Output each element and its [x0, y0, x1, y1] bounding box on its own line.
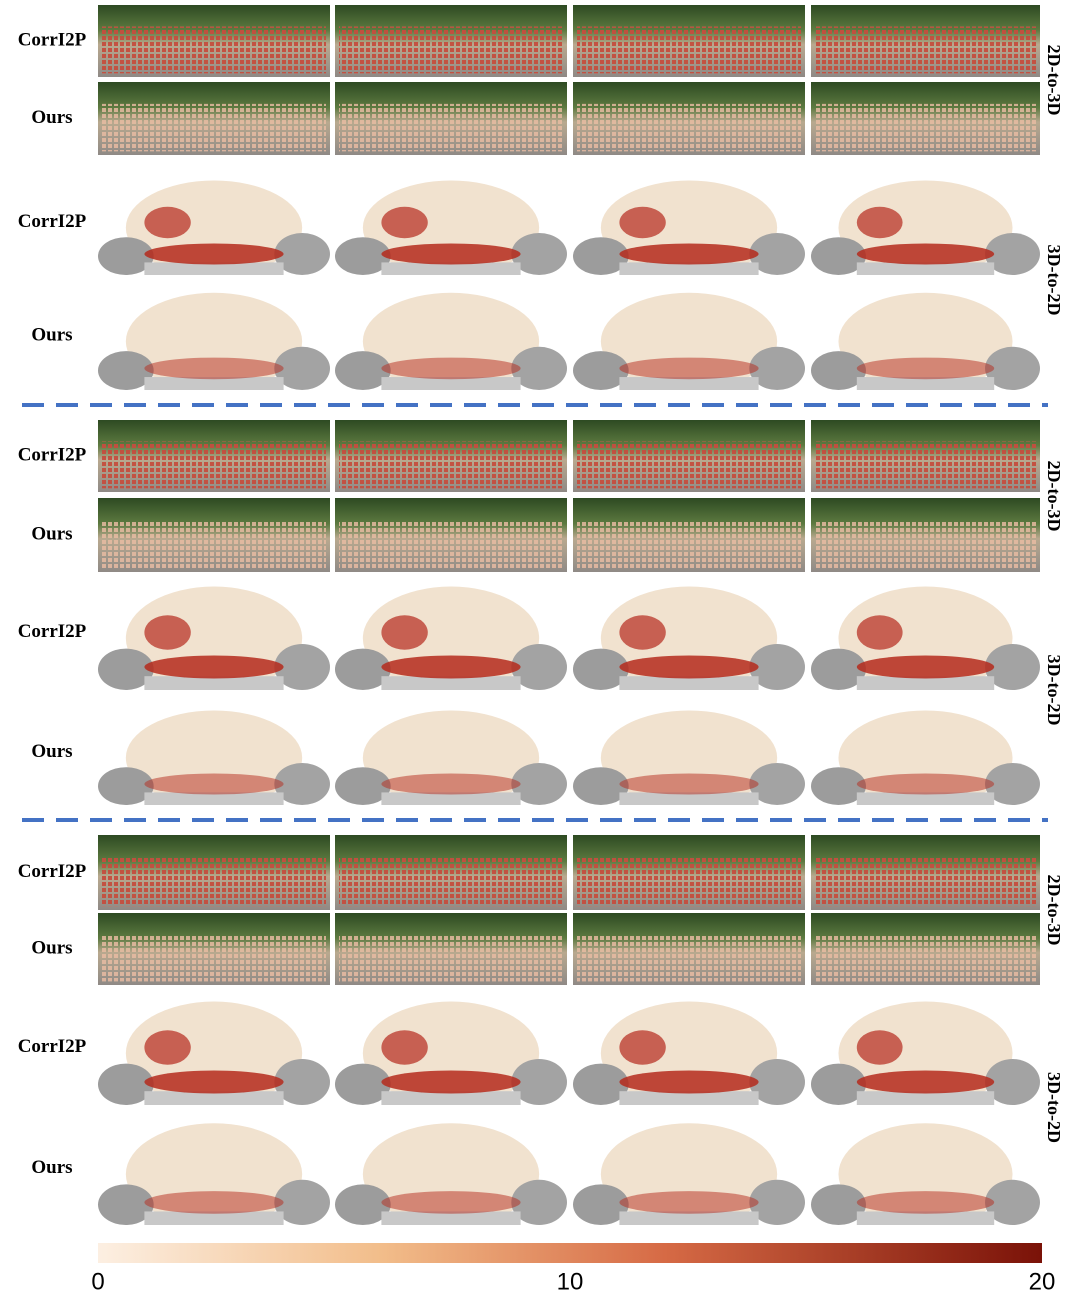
row-label: Ours: [31, 107, 72, 128]
overlay-error: [339, 858, 563, 907]
overlay-error: [339, 520, 563, 568]
error-region: [619, 615, 665, 650]
error-region: [144, 774, 283, 795]
error-region: [857, 358, 994, 380]
colorbar: [98, 1243, 1042, 1263]
side-label: 2D-to-3D: [1044, 875, 1064, 946]
overlay-error: [102, 520, 326, 568]
error-region: [857, 656, 994, 679]
error-region: [857, 1071, 994, 1094]
error-region: [857, 774, 994, 795]
overlay-error: [577, 858, 801, 907]
error-region: [144, 244, 283, 265]
overlay-error: [815, 27, 1036, 74]
error-region: [857, 1030, 903, 1065]
row-label: Ours: [31, 937, 72, 958]
error-region: [619, 358, 758, 380]
error-region: [144, 207, 190, 239]
error-region: [381, 615, 427, 650]
overlay-error: [102, 442, 326, 489]
error-region: [144, 358, 283, 380]
overlay-error: [815, 858, 1036, 907]
error-region: [619, 656, 758, 679]
overlay-error: [577, 520, 801, 568]
row-label: Ours: [31, 1157, 72, 1178]
error-region: [619, 1071, 758, 1094]
side-label: 2D-to-3D: [1044, 461, 1064, 532]
colorbar-tick-label: 0: [91, 1268, 104, 1295]
error-region: [857, 244, 994, 265]
error-region: [381, 1191, 520, 1214]
error-region: [381, 1030, 427, 1065]
error-region: [381, 358, 520, 380]
figure: CorrI2P Ours CorrI2P Ours 2D-to-3D 3D-to-2D Co…: [0, 0, 1070, 1298]
row-label: CorrI2P: [18, 861, 87, 882]
error-region: [144, 615, 190, 650]
error-region: [381, 774, 520, 795]
error-region: [857, 615, 903, 650]
overlay-error: [815, 935, 1036, 982]
overlay-error: [815, 520, 1036, 568]
overlay-error: [577, 935, 801, 982]
overlay-error: [815, 104, 1036, 151]
overlay-error: [102, 27, 326, 74]
colorbar-tick-label: 10: [557, 1268, 584, 1295]
overlay-error: [339, 104, 563, 151]
row-label: Ours: [31, 741, 72, 762]
row-label: Ours: [31, 523, 72, 544]
overlay-error: [815, 442, 1036, 489]
error-region: [857, 1191, 994, 1214]
error-region: [144, 656, 283, 679]
overlay-error: [577, 442, 801, 489]
error-region: [381, 1071, 520, 1094]
error-region: [381, 656, 520, 679]
error-region: [619, 1191, 758, 1214]
row-label: CorrI2P: [18, 1036, 87, 1057]
row-label: CorrI2P: [18, 29, 87, 50]
row-label: CorrI2P: [18, 621, 87, 642]
overlay-error: [339, 935, 563, 982]
error-region: [144, 1071, 283, 1094]
side-label: 2D-to-3D: [1044, 45, 1064, 116]
overlay-error: [577, 27, 801, 74]
error-region: [381, 207, 427, 239]
row-label: Ours: [31, 324, 72, 345]
overlay-error: [102, 858, 326, 907]
row-label: CorrI2P: [18, 211, 87, 232]
error-region: [381, 244, 520, 265]
error-region: [619, 207, 665, 239]
error-region: [619, 774, 758, 795]
overlay-error: [339, 27, 563, 74]
overlay-error: [102, 935, 326, 982]
row-label: CorrI2P: [18, 444, 87, 465]
side-label: 3D-to-2D: [1044, 655, 1064, 726]
overlay-error: [339, 442, 563, 489]
colorbar-tick-label: 20: [1029, 1268, 1056, 1295]
side-label: 3D-to-2D: [1044, 1072, 1064, 1143]
error-region: [857, 207, 903, 239]
error-region: [144, 1030, 190, 1065]
overlay-error: [102, 104, 326, 151]
error-region: [619, 244, 758, 265]
side-label: 3D-to-2D: [1044, 245, 1064, 316]
error-region: [144, 1191, 283, 1214]
overlay-error: [577, 104, 801, 151]
error-region: [619, 1030, 665, 1065]
